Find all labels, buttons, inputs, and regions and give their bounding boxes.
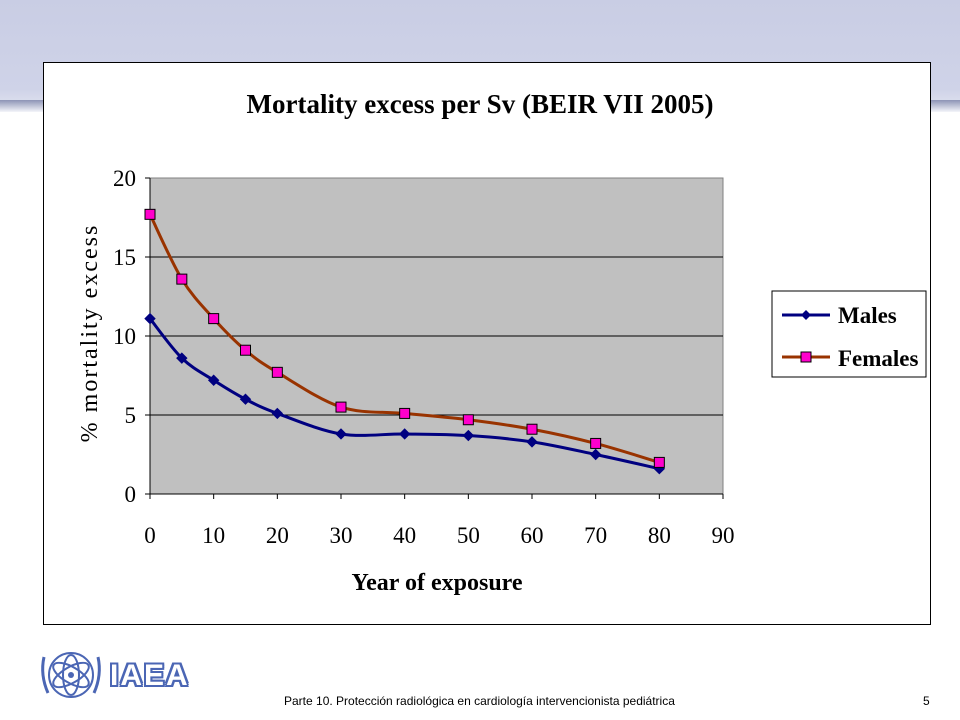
data-point-males [526, 436, 538, 448]
data-point-males [144, 312, 156, 325]
data-point-males [462, 429, 475, 442]
logo-text: IAEA [110, 659, 190, 692]
x-tick-label: 80 [648, 523, 671, 548]
legend-box [771, 290, 927, 378]
data-point-males [271, 407, 284, 420]
data-point-females [335, 401, 347, 413]
data-point-males [239, 393, 252, 405]
x-tick-label: 0 [144, 523, 156, 548]
data-point-females [590, 437, 602, 449]
un-emblem-icon [41, 652, 101, 698]
y-tick-label: 0 [125, 482, 137, 507]
data-point-females [240, 344, 251, 356]
data-point-females [144, 208, 156, 220]
x-tick-label: 40 [393, 523, 416, 548]
data-point-males [589, 448, 602, 461]
legend-males-label: Males [838, 303, 897, 328]
data-point-females [462, 414, 474, 426]
series-layer [144, 208, 666, 475]
y-tick-label: 10 [113, 324, 136, 349]
data-point-males [335, 428, 347, 440]
chart-title: Mortality excess per Sv (BEIR VII 2005) [246, 89, 714, 119]
x-tick-label: 60 [521, 523, 544, 548]
data-point-females [176, 273, 188, 285]
y-tick-label: 20 [113, 166, 136, 191]
data-point-females [208, 313, 220, 325]
legend-females-label: Females [838, 346, 919, 371]
x-tick-label: 90 [712, 523, 735, 548]
data-point-males [207, 374, 220, 386]
data-point-males [398, 428, 411, 440]
data-point-females [271, 366, 283, 378]
data-point-females [526, 423, 538, 435]
x-tick-label: 20 [266, 523, 289, 548]
page-number: 5 [923, 694, 930, 708]
y-tick-label: 5 [125, 403, 137, 428]
x-tick-label: 30 [330, 523, 353, 548]
x-tick-label: 70 [584, 523, 607, 548]
y-tick-label: 15 [113, 245, 136, 270]
legend-females-marker [800, 351, 812, 363]
legend: Males Females [771, 290, 927, 378]
data-point-females [653, 456, 665, 468]
x-tick-label: 10 [202, 523, 225, 548]
x-tick-label: 50 [457, 523, 480, 548]
iaea-logo: IAEA [38, 645, 208, 705]
x-axis: 0 10 20 30 40 50 60 70 80 90 [144, 493, 735, 548]
footer-text: Parte 10. Protección radiológica en card… [284, 694, 675, 708]
y-axis: 0 5 10 15 20 [113, 166, 151, 507]
y-axis-label: % mortality excess [77, 224, 103, 443]
legend-males-marker [801, 310, 811, 320]
data-point-males [176, 352, 188, 364]
data-point-females [399, 407, 411, 419]
x-axis-label: Year of exposure [351, 570, 522, 596]
